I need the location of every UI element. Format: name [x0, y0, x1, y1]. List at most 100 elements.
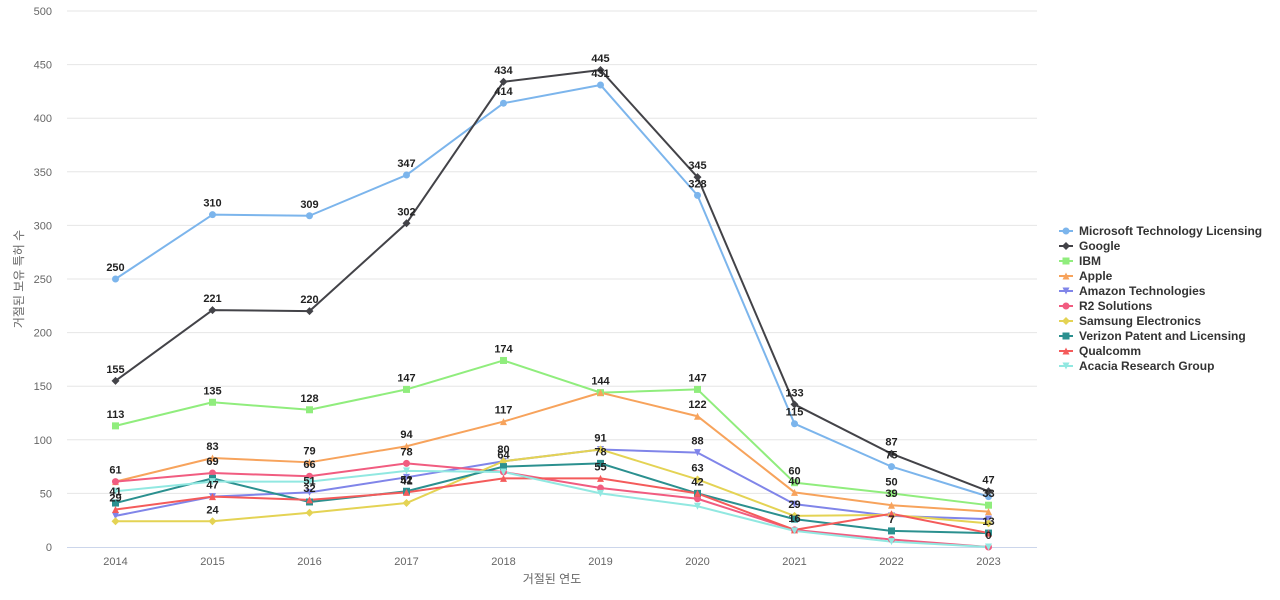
legend-marker[interactable] [1062, 347, 1070, 355]
data-point[interactable] [596, 65, 605, 74]
data-point[interactable] [112, 487, 119, 495]
data-point[interactable] [306, 472, 313, 480]
series-line[interactable] [114, 477, 990, 535]
data-point[interactable] [111, 517, 120, 526]
data-point[interactable] [596, 445, 605, 454]
data-point[interactable] [112, 499, 119, 507]
data-point[interactable] [597, 459, 604, 467]
data-point[interactable] [597, 484, 604, 492]
data-point[interactable] [112, 512, 119, 520]
data-point[interactable] [791, 488, 798, 496]
data-point[interactable] [790, 400, 799, 409]
data-point[interactable] [888, 463, 895, 471]
legend-item[interactable]: Acacia Research Group [1059, 359, 1214, 373]
data-point[interactable] [985, 508, 992, 516]
data-point[interactable] [403, 488, 410, 496]
data-point[interactable] [402, 499, 411, 508]
data-point[interactable] [597, 489, 604, 497]
data-point[interactable] [209, 478, 216, 486]
legend-item[interactable]: Verizon Patent and Licensing [1059, 329, 1246, 343]
data-point[interactable] [693, 475, 702, 484]
data-point[interactable] [694, 191, 701, 199]
legend-item[interactable]: IBM [1059, 254, 1101, 268]
data-point[interactable] [984, 487, 993, 496]
data-point[interactable] [306, 458, 313, 466]
series-line[interactable] [114, 462, 990, 548]
data-point[interactable] [791, 479, 798, 487]
data-point[interactable] [403, 473, 410, 481]
data-point[interactable] [985, 501, 992, 509]
legend-item[interactable]: Apple [1059, 269, 1113, 283]
legend-item[interactable]: Samsung Electronics [1059, 314, 1201, 328]
data-point[interactable] [112, 505, 119, 513]
data-point[interactable] [791, 515, 798, 523]
data-point[interactable] [305, 508, 314, 517]
legend-marker[interactable] [1062, 257, 1070, 265]
series-line[interactable] [114, 391, 990, 513]
data-point[interactable] [985, 515, 992, 523]
data-point[interactable] [500, 468, 507, 476]
data-point[interactable] [888, 501, 895, 509]
legend-marker[interactable] [1062, 362, 1070, 370]
data-point[interactable] [209, 398, 216, 406]
legend-marker[interactable] [1062, 287, 1070, 295]
data-point[interactable] [499, 77, 508, 86]
data-point[interactable] [694, 502, 701, 510]
data-point[interactable] [403, 442, 410, 450]
legend-marker[interactable] [1062, 317, 1070, 325]
series-line[interactable] [114, 448, 990, 525]
legend-marker[interactable] [1062, 272, 1070, 280]
data-point[interactable] [209, 493, 216, 501]
series-line[interactable] [114, 469, 990, 548]
data-point[interactable] [306, 496, 313, 504]
series-line[interactable] [114, 359, 990, 507]
data-point[interactable] [888, 527, 895, 535]
data-point[interactable] [208, 517, 217, 526]
data-point[interactable] [306, 478, 313, 486]
data-point[interactable] [985, 493, 992, 501]
data-point[interactable] [306, 212, 313, 220]
data-point[interactable] [403, 171, 410, 179]
data-point[interactable] [985, 529, 992, 537]
data-point[interactable] [693, 173, 702, 182]
data-point[interactable] [500, 463, 507, 471]
data-point[interactable] [694, 385, 701, 393]
series-line[interactable] [114, 83, 990, 498]
data-point[interactable] [791, 527, 798, 535]
data-point[interactable] [888, 489, 895, 497]
data-point[interactable] [694, 495, 701, 503]
data-point[interactable] [112, 275, 119, 283]
data-point[interactable] [985, 543, 992, 551]
legend-marker[interactable] [1062, 242, 1070, 250]
data-point[interactable] [500, 418, 507, 426]
data-point[interactable] [306, 488, 313, 496]
data-point[interactable] [112, 478, 119, 486]
data-point[interactable] [984, 519, 993, 528]
legend-marker[interactable] [1062, 227, 1070, 235]
legend-item[interactable]: Microsoft Technology Licensing [1059, 224, 1262, 238]
data-point[interactable] [888, 538, 895, 546]
data-point[interactable] [112, 422, 119, 430]
data-point[interactable] [305, 307, 314, 316]
data-point[interactable] [306, 406, 313, 414]
data-point[interactable] [597, 474, 604, 482]
data-point[interactable] [209, 454, 216, 462]
data-point[interactable] [888, 510, 895, 518]
data-point[interactable] [500, 474, 507, 482]
data-point[interactable] [887, 449, 896, 458]
legend-item[interactable]: Google [1059, 239, 1121, 253]
data-point[interactable] [403, 467, 410, 475]
data-point[interactable] [791, 420, 798, 428]
data-point[interactable] [403, 385, 410, 393]
data-point[interactable] [500, 356, 507, 364]
series-line[interactable] [114, 68, 990, 493]
data-point[interactable] [694, 489, 701, 497]
legend-item[interactable]: Amazon Technologies [1059, 284, 1206, 298]
legend-marker[interactable] [1062, 332, 1070, 340]
data-point[interactable] [209, 211, 216, 219]
data-point[interactable] [791, 500, 798, 508]
data-point[interactable] [597, 389, 604, 397]
legend[interactable]: Microsoft Technology LicensingGoogleIBMA… [1059, 224, 1262, 373]
data-point[interactable] [402, 219, 411, 228]
legend-marker[interactable] [1062, 302, 1070, 310]
